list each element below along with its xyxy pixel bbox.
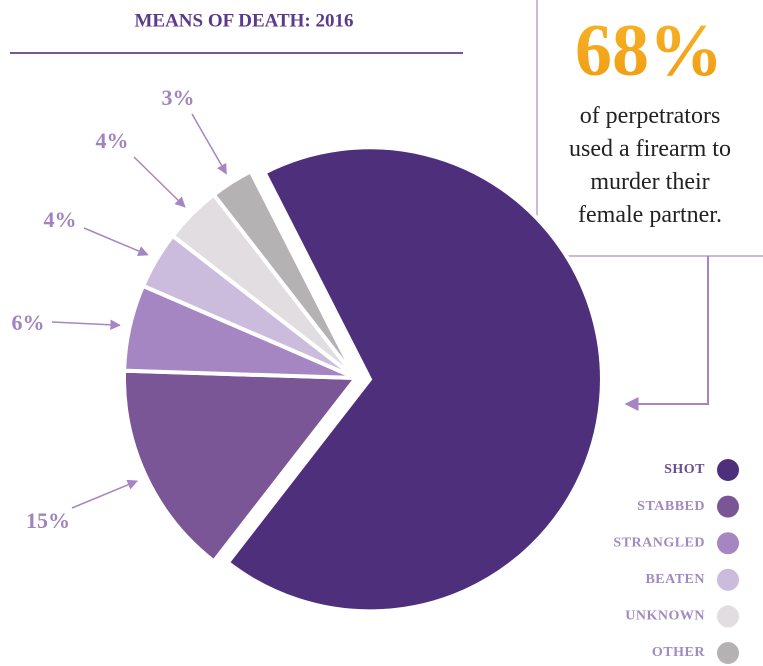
label-arrow [83, 227, 149, 256]
pie-slice [122, 368, 360, 565]
pie-slice [210, 168, 358, 380]
legend-label: STRANGLED [613, 535, 705, 550]
data-label: 15% [26, 508, 70, 533]
legend-swatch [717, 605, 739, 628]
legend-swatch [717, 459, 739, 481]
label-arrow [71, 479, 139, 509]
chart-title: MEANS OF DEATH: 2016 [134, 10, 353, 31]
data-label: 4% [44, 207, 77, 232]
callout-text: of perpetrators used a firearm to murder… [569, 103, 731, 228]
legend-label: SHOT [664, 462, 705, 477]
label-arrow [51, 319, 121, 331]
callout-box [536, 0, 763, 257]
legend-swatch [717, 495, 739, 518]
pie-slice [224, 145, 604, 614]
legend-swatch [717, 532, 739, 555]
callout-connector [624, 256, 709, 411]
label-arrow [191, 113, 227, 175]
callout-value: 68% [575, 10, 723, 92]
data-label: 6% [12, 310, 45, 335]
label-arrow [133, 156, 186, 208]
legend-label: UNKNOWN [625, 609, 705, 624]
data-label: 3% [162, 85, 195, 110]
legend-swatch [717, 642, 739, 664]
legend-swatch [717, 568, 739, 591]
legend-label: OTHER [652, 645, 705, 660]
legend-label: STABBED [637, 499, 705, 514]
data-label: 4% [96, 128, 129, 153]
legend-label: BEATEN [645, 572, 705, 587]
